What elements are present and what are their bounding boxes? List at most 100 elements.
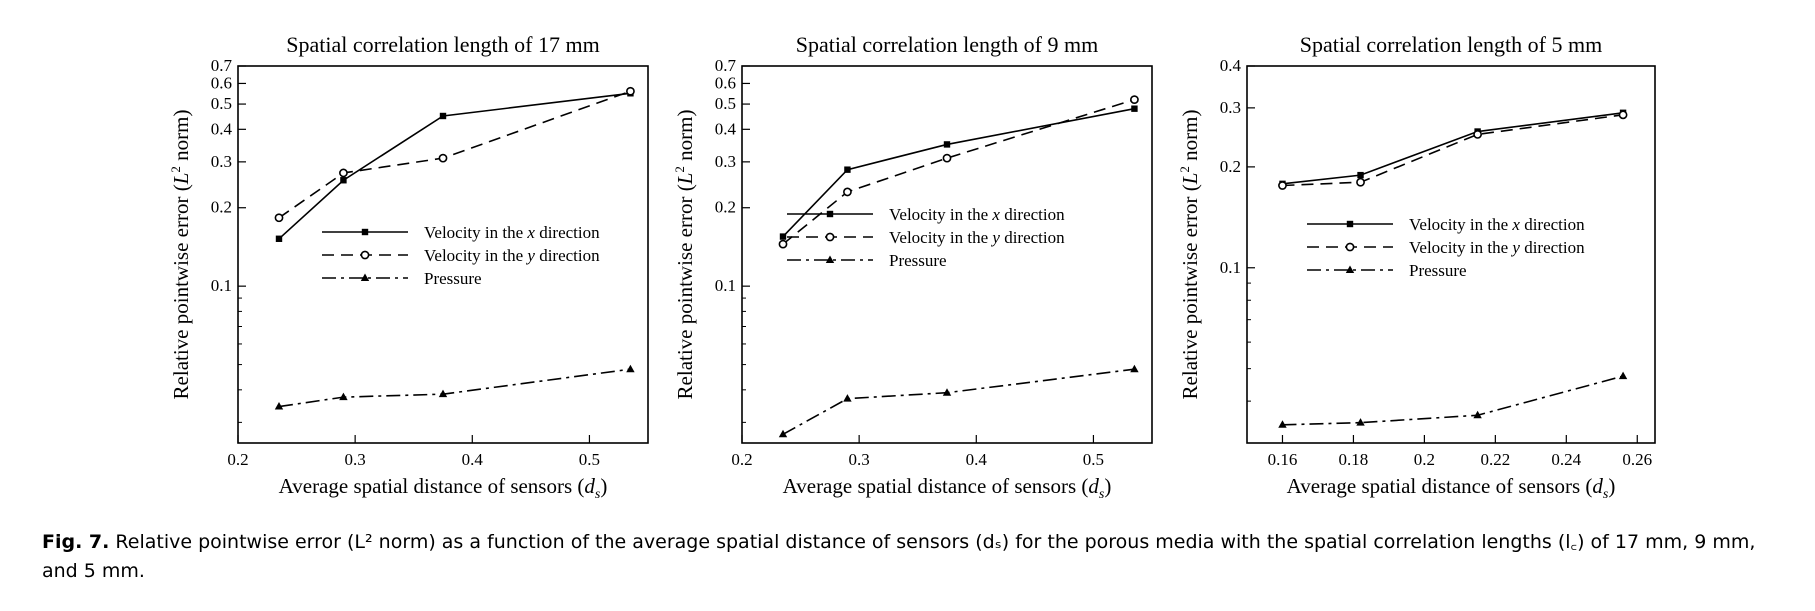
- y-tick-label: 0.7: [715, 56, 737, 75]
- chart-title: Spatial correlation length of 17 mm: [286, 32, 599, 57]
- x-axis-label: Average spatial distance of sensors (ds): [783, 474, 1112, 502]
- legend-label: Pressure: [1409, 261, 1467, 280]
- legend-label: Velocity in the x direction: [889, 205, 1065, 224]
- legend-marker: [825, 232, 835, 242]
- data-point: [339, 392, 348, 401]
- chart-title: Spatial correlation length of 9 mm: [796, 32, 1098, 57]
- figure-caption: Fig. 7. Relative pointwise error (L² nor…: [42, 528, 1782, 586]
- y-tick-label: 0.4: [715, 119, 737, 138]
- x-tick-label: 0.2: [227, 450, 248, 469]
- data-point: [844, 166, 851, 173]
- data-point: [1618, 110, 1628, 120]
- series-line: [782, 368, 1135, 435]
- x-tick-label: 0.22: [1480, 450, 1510, 469]
- chart-title: Spatial correlation length of 5 mm: [1300, 32, 1602, 57]
- series-3: Pressure: [1278, 261, 1628, 428]
- legend-marker: [360, 250, 370, 260]
- legend-label: Velocity in the y direction: [889, 228, 1065, 247]
- y-tick-label: 0.4: [211, 119, 233, 138]
- data-point: [1130, 95, 1139, 105]
- data-point: [943, 141, 951, 148]
- x-tick-label: 0.5: [1083, 450, 1104, 469]
- series-line: [278, 90, 631, 219]
- figure-panels: Spatial correlation length of 17 mm 0.2 0.…: [168, 32, 1656, 502]
- y-axis-label: Relative pointwise error (L2 norm): [672, 110, 697, 400]
- x-tick-label: 0.2: [1414, 450, 1435, 469]
- y-axis-label: Relative pointwise error (L2 norm): [168, 110, 193, 400]
- series-line: [1282, 375, 1624, 426]
- y-tick-label: 0.2: [715, 198, 736, 217]
- y-tick-label: 0.1: [715, 276, 736, 295]
- data-point: [626, 86, 635, 96]
- data-point: [1278, 420, 1287, 428]
- y-tick-label: 0.7: [211, 56, 233, 75]
- legend-label: Velocity in the y direction: [1409, 238, 1585, 257]
- y-tick-label: 0.5: [211, 94, 232, 113]
- data-point: [1473, 130, 1483, 139]
- data-point: [1130, 364, 1139, 373]
- data-point: [340, 177, 347, 184]
- legend-marker: [1345, 265, 1355, 273]
- data-point: [843, 394, 852, 402]
- data-point: [1131, 105, 1138, 112]
- x-tick-label: 0.16: [1268, 450, 1298, 469]
- caption-label: Fig. 7.: [42, 531, 110, 553]
- data-point: [274, 402, 284, 410]
- legend-label: Pressure: [889, 251, 947, 270]
- data-point: [438, 153, 448, 163]
- x-axis-label: Average spatial distance of sensors (ds): [279, 474, 608, 502]
- data-point: [1278, 181, 1287, 190]
- series-line: [278, 92, 631, 240]
- series-line: [1282, 114, 1624, 187]
- series-3: Pressure: [778, 251, 1139, 438]
- data-point: [843, 187, 852, 197]
- series-2: Velocity in the y direction: [1278, 110, 1628, 257]
- plot-frame: [741, 65, 1153, 444]
- x-tick-label: 0.3: [849, 450, 870, 469]
- series-1: Velocity in the x direction: [779, 105, 1138, 240]
- plot-frame: [237, 65, 649, 444]
- data-point: [274, 213, 284, 223]
- plot-frame: [1246, 65, 1656, 444]
- x-tick-label: 0.26: [1622, 450, 1652, 469]
- data-point: [778, 429, 788, 438]
- chart-panel-2: Spatial correlation length of 9 mm 0.2 0.3…: [672, 32, 1153, 502]
- legend-label: Velocity in the x direction: [1409, 215, 1585, 234]
- x-axis-label: Average spatial distance of sensors (ds): [1287, 474, 1616, 502]
- x-tick-label: 0.3: [345, 450, 366, 469]
- x-tick-label: 0.4: [462, 450, 484, 469]
- series-1: Velocity in the x direction: [275, 90, 634, 242]
- data-point: [942, 388, 952, 396]
- legend-label: Velocity in the x direction: [424, 223, 600, 242]
- data-point: [626, 364, 635, 373]
- legend-marker: [825, 255, 835, 263]
- data-point: [439, 112, 447, 120]
- data-point: [275, 235, 283, 242]
- legend-label: Pressure: [424, 269, 482, 288]
- data-point: [339, 168, 348, 178]
- y-tick-label: 0.6: [211, 73, 232, 92]
- data-point: [778, 239, 788, 249]
- data-point: [1356, 177, 1365, 187]
- y-tick-label: 0.6: [715, 73, 736, 92]
- y-tick-label: 0.3: [211, 152, 232, 171]
- series-line: [782, 98, 1135, 245]
- data-point: [942, 153, 952, 163]
- y-tick-label: 0.3: [1220, 98, 1241, 117]
- y-tick-label: 0.3: [715, 152, 736, 171]
- x-tick-label: 0.24: [1551, 450, 1581, 469]
- series-2: Velocity in the y direction: [274, 86, 635, 265]
- data-point: [1357, 171, 1364, 179]
- series-2: Velocity in the y direction: [778, 95, 1139, 249]
- data-point: [1473, 410, 1482, 419]
- x-tick-label: 0.4: [966, 450, 988, 469]
- y-tick-label: 0.5: [715, 94, 736, 113]
- legend-marker: [361, 228, 369, 236]
- y-axis-label: Relative pointwise error (L2 norm): [1177, 110, 1202, 400]
- data-point: [1618, 371, 1628, 380]
- series-3: Pressure: [274, 269, 635, 410]
- data-point: [438, 389, 448, 398]
- series-1: Velocity in the x direction: [1279, 109, 1627, 234]
- y-tick-label: 0.2: [211, 198, 232, 217]
- data-point: [779, 233, 787, 240]
